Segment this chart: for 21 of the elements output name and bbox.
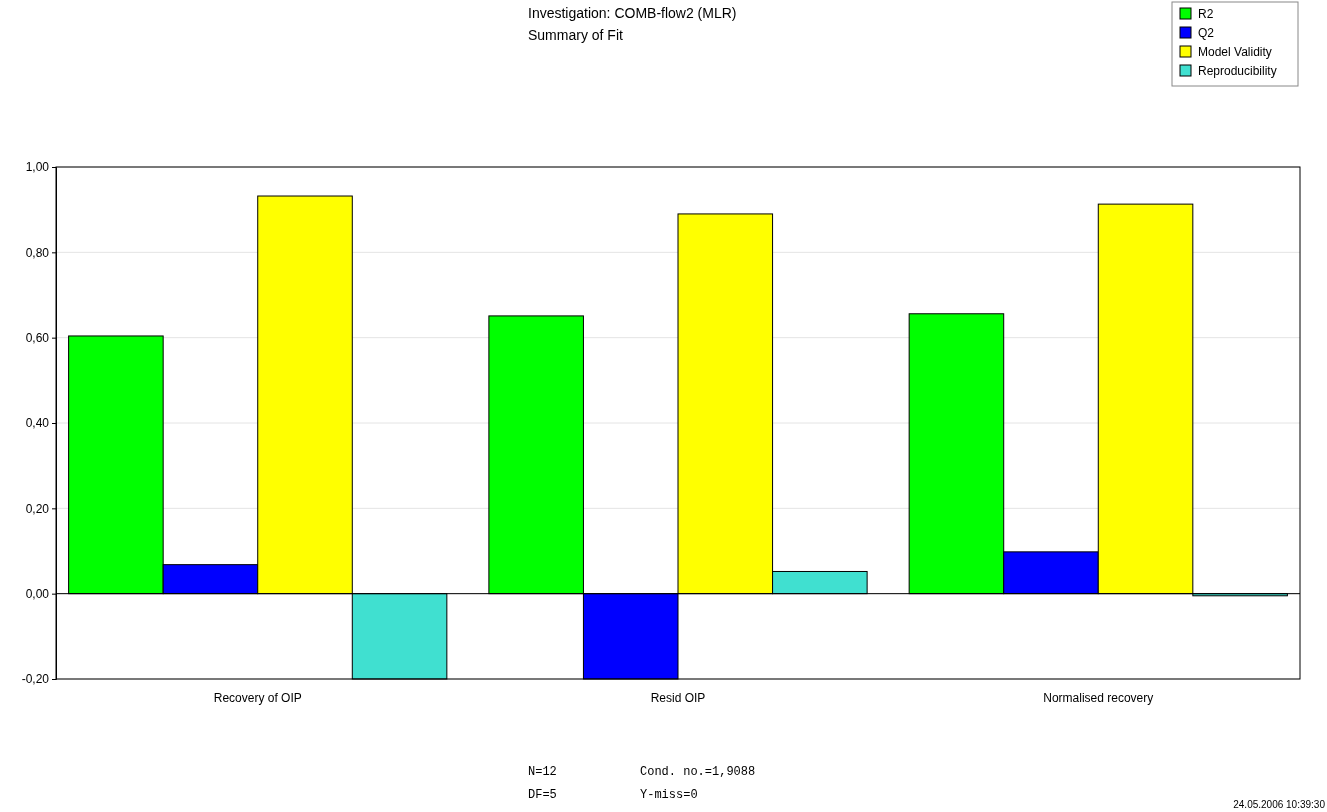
y-tick-label: 0,00 [25,587,50,602]
text: 24.05.2006 10:39:30 [1233,799,1326,810]
x-tick-label: Normalised recovery [1043,690,1154,705]
y-tick-label: 0,20 [25,501,50,516]
x-tick-label: Recovery of OIP [213,690,302,705]
legend-label: R2 [1198,7,1214,21]
chart-subtitle: Summary of Fit [528,27,624,43]
chart-title: Investigation: COMB-flow2 (MLR) [528,5,737,21]
text: Cond. no.=1,9088 [640,765,756,779]
y-tick-label: 1,00 [25,160,50,175]
y-tick-label: 0,60 [25,331,50,346]
text: Y-miss=0 [640,788,698,802]
legend-label: Model Validity [1198,45,1272,59]
legend-label: Q2 [1198,26,1215,40]
y-tick-label: 0,40 [25,416,50,431]
legend-label: Reproducibility [1198,64,1277,78]
y-tick-label: 0,80 [25,245,50,260]
y-tick-label: -0,20 [21,672,50,687]
text: N=12 [528,765,557,779]
text: DF=5 [528,788,557,802]
x-tick-label: Resid OIP [650,690,706,705]
